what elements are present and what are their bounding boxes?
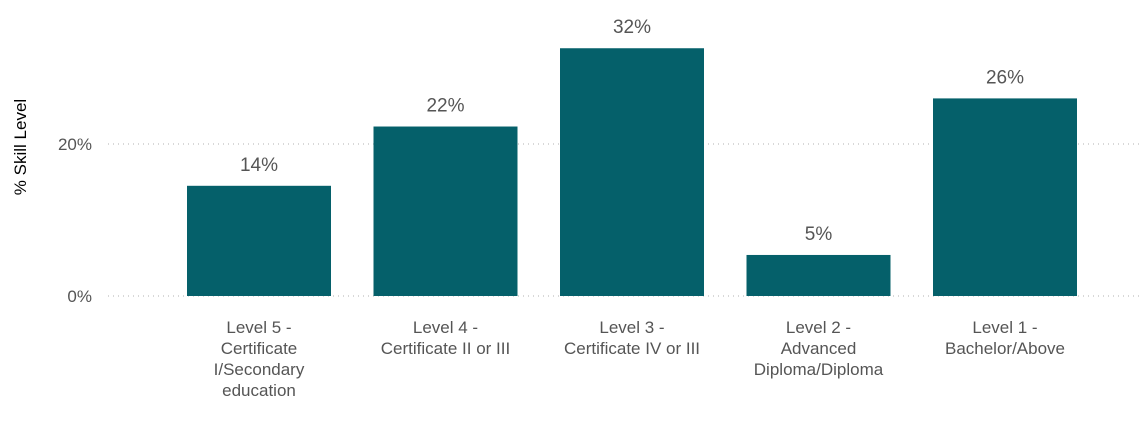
x-tick-label-line: Level 2 -: [786, 318, 851, 337]
y-axis-ticks: 0% 20%: [58, 135, 92, 306]
bar: [560, 48, 704, 296]
x-tick-label: Level 2 - Advanced Diploma/Diploma: [754, 318, 884, 379]
x-tick-label-line: Certificate IV or III: [564, 339, 700, 358]
bars: [187, 48, 1077, 297]
y-tick-label: 0%: [67, 287, 92, 306]
bar: [187, 185, 331, 296]
x-tick-label-line: Advanced: [781, 339, 857, 358]
x-tick-label-line: Certificate II or III: [381, 339, 510, 358]
x-tick-label-line: I/Secondary: [214, 360, 305, 379]
x-tick-label-line: Level 5 -: [226, 318, 291, 337]
x-tick-label: Level 1 - Bachelor/Above: [945, 318, 1065, 358]
bar: [933, 98, 1077, 297]
x-tick-label-line: Diploma/Diploma: [754, 360, 884, 379]
x-tick-label-line: Level 1 -: [972, 318, 1037, 337]
x-tick-label-line: Level 4 -: [413, 318, 478, 337]
x-tick-label-line: Bachelor/Above: [945, 339, 1065, 358]
data-label: 14%: [240, 155, 278, 176]
data-label: 5%: [805, 224, 833, 245]
data-labels: 14% 22% 32% 5% 26%: [240, 17, 1024, 245]
y-tick-label: 20%: [58, 135, 92, 154]
x-tick-label: Level 5 - Certificate I/Secondary education: [214, 318, 305, 400]
y-axis-label: % Skill Level: [11, 99, 30, 195]
x-tick-label-line: education: [222, 381, 296, 400]
data-label: 26%: [986, 67, 1024, 88]
x-axis-ticks: Level 5 - Certificate I/Secondary education…: [214, 318, 1065, 400]
x-tick-label: Level 3 - Certificate IV or III: [564, 318, 700, 358]
x-tick-label-line: Level 3 -: [599, 318, 664, 337]
x-tick-label: Level 4 - Certificate II or III: [381, 318, 510, 358]
bar: [373, 126, 518, 297]
data-label: 32%: [613, 17, 651, 38]
x-tick-label-line: Certificate: [221, 339, 298, 358]
data-label: 22%: [426, 96, 464, 117]
bar: [746, 254, 891, 296]
